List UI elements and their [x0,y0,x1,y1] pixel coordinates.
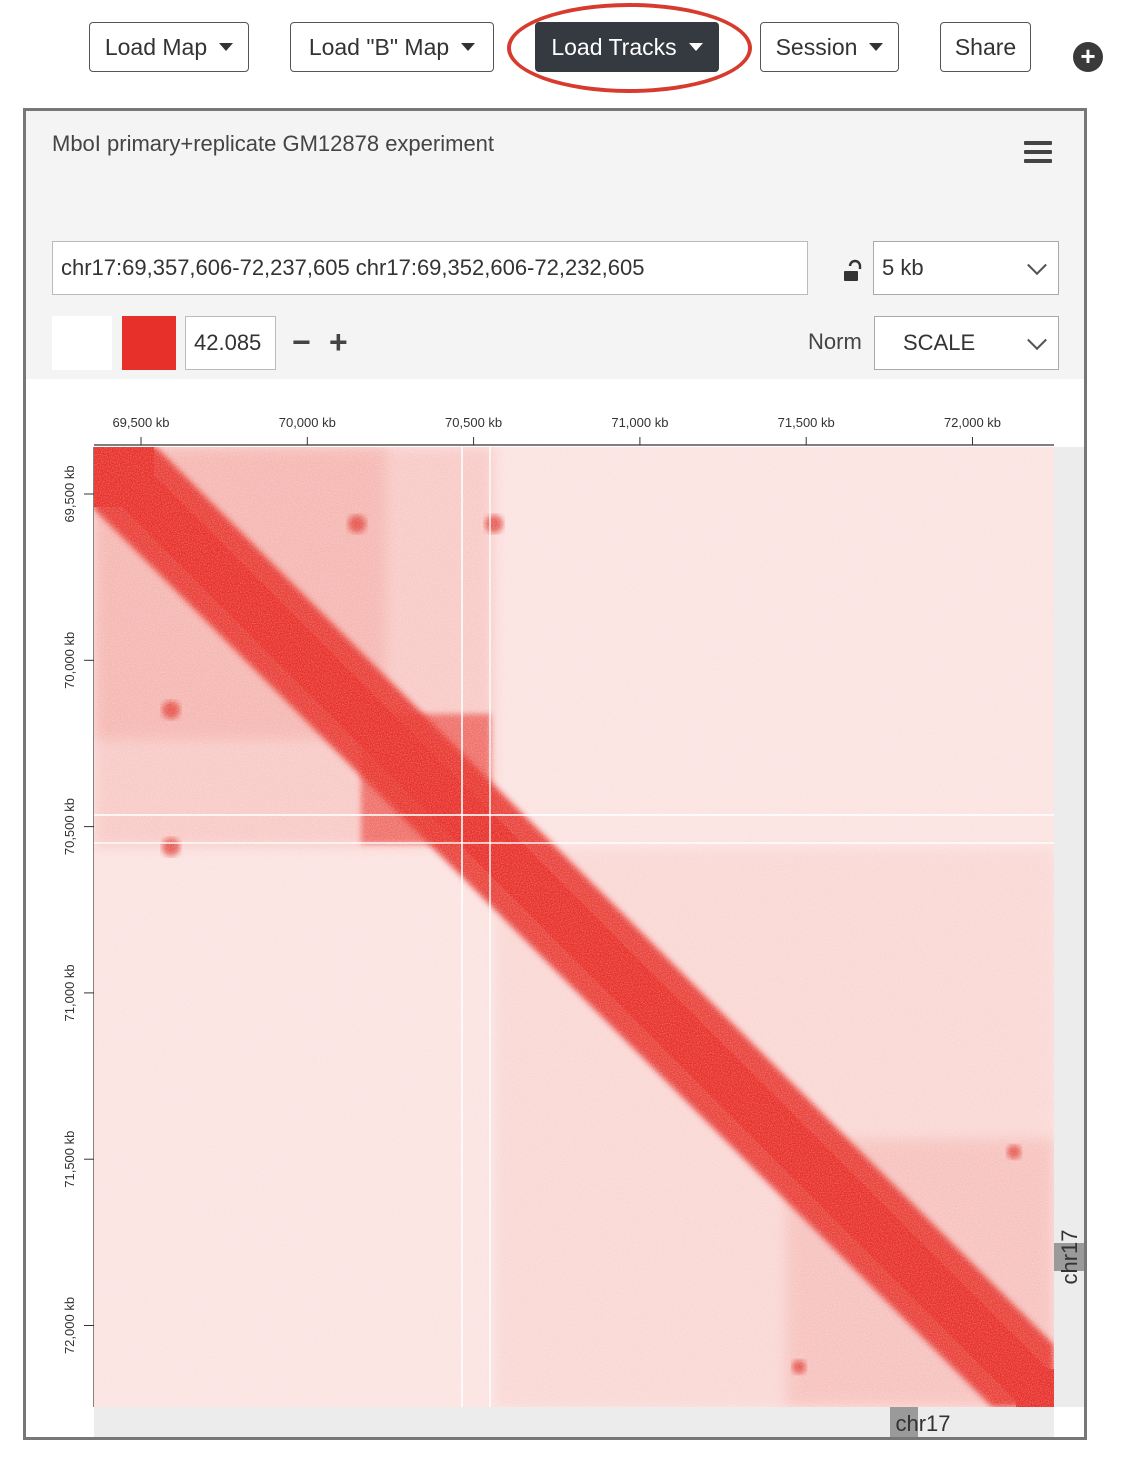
unlock-icon[interactable] [841,259,865,283]
threshold-decrease-button[interactable]: − [292,324,311,360]
load-map-label: Load Map [104,33,208,60]
caret-down-icon [219,43,234,51]
load-b-map-label: Load "B" Map [308,33,450,60]
y-tick-label: 71,500 kb [62,1131,77,1188]
x-tick-label: 70,500 kb [445,415,502,430]
y-chrom-label: chr17 [1057,1229,1082,1284]
y-tick-label: 70,000 kb [62,632,77,689]
plus-circle-icon[interactable]: + [1073,42,1103,72]
x-chrom-label: chr17 [895,1411,950,1436]
contact-color-swatch[interactable] [122,316,176,370]
chevron-down-icon [1027,255,1047,276]
y-chrom-position-marker [1054,1243,1084,1271]
normalization-select[interactable]: SCALE [874,316,1059,370]
hic-browser-panel: MboI primary+replicate GM12878 experimen… [23,108,1087,1440]
normalization-value: SCALE [903,330,976,355]
norm-label: Norm [808,329,862,354]
share-label: Share [954,33,1017,60]
load-map-button[interactable]: Load Map [89,22,249,72]
session-button[interactable]: Session [760,22,899,72]
share-button[interactable]: Share [940,22,1031,72]
x-tick-label: 71,500 kb [778,415,835,430]
hamburger-menu-icon[interactable] [1024,141,1052,168]
y-tick-label: 70,500 kb [62,798,77,855]
resolution-select[interactable]: 5 kb [873,241,1059,295]
x-tick-label: 70,000 kb [279,415,336,430]
x-chrom-position-marker [890,1407,918,1437]
threshold-increase-button[interactable]: + [329,324,348,360]
resolution-value: 5 kb [882,255,924,280]
y-tick-label: 69,500 kb [62,465,77,522]
session-label: Session [775,33,858,60]
panel-title: MboI primary+replicate GM12878 experimen… [52,131,495,156]
highlight-annotation-circle [507,3,752,93]
background-color-swatch[interactable] [52,316,112,370]
chevron-down-icon [1027,330,1047,351]
x-tick-label: 72,000 kb [944,415,1001,430]
locus-input[interactable]: chr17:69,357,606-72,237,605 chr17:69,352… [52,241,808,295]
contact-map-svg[interactable]: 69,500 kb 70,000 kb 70,500 kb 71,000 kb 71,5… [26,379,1084,1437]
x-tick-label: 71,000 kb [611,415,668,430]
caret-down-icon [869,43,884,51]
caret-down-icon [461,43,476,51]
x-tick-label: 69,500 kb [112,415,169,430]
y-tick-label: 71,000 kb [62,964,77,1021]
contact-heatmap [94,447,1054,1407]
load-b-map-button[interactable]: Load "B" Map [290,22,494,72]
y-tick-label: 72,000 kb [62,1297,77,1354]
contact-map-area: 69,500 kb 70,000 kb 70,500 kb 71,000 kb 71,5… [26,379,1084,1437]
color-threshold-input[interactable]: 42.085 [185,316,276,370]
